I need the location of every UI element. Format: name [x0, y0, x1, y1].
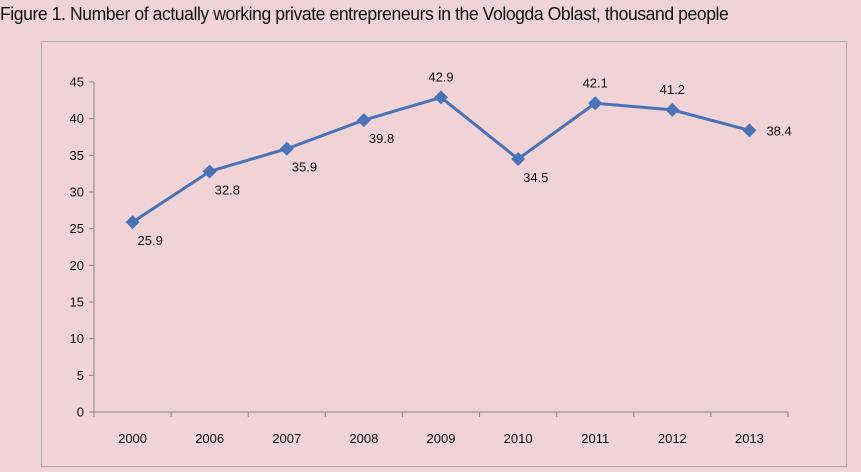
chart-frame — [41, 41, 847, 467]
data-point-marker — [511, 152, 526, 166]
data-point-marker — [356, 113, 371, 128]
y-tick-label: 45 — [70, 75, 84, 90]
x-tick-label: 2009 — [427, 431, 456, 446]
x-tick-label: 2006 — [195, 431, 224, 446]
data-label: 39.8 — [369, 131, 394, 146]
x-tick-label: 2000 — [118, 431, 147, 446]
data-point-marker — [279, 141, 294, 156]
data-point-marker — [665, 102, 680, 117]
y-tick-label: 40 — [70, 111, 84, 126]
y-tick-label: 10 — [70, 331, 84, 346]
y-tick-label: 20 — [70, 258, 84, 273]
x-tick-label: 2011 — [581, 431, 609, 446]
data-labels-layer: 25.9 32.8 35.9 39.8 42.9 34.5 42.1 41.2 38.4 — [138, 69, 792, 248]
x-tick-label: 2007 — [272, 431, 301, 446]
data-label: 42.9 — [428, 69, 453, 84]
figure-title: Figure 1. Number of actually working pri… — [0, 3, 729, 24]
x-tick-label: 2012 — [658, 431, 687, 446]
data-point-marker — [125, 215, 140, 230]
data-label: 35.9 — [292, 160, 317, 175]
series-line — [131, 95, 750, 224]
chart-axes: 0 5 10 15 20 25 30 35 40 45 2000 2006 2007 2008 2009 20… — [70, 75, 789, 446]
series-layer — [125, 90, 757, 230]
y-tick-label: 25 — [70, 221, 84, 236]
data-label: 42.1 — [583, 75, 608, 90]
y-tick-label: 0 — [77, 405, 84, 420]
y-tick-label: 15 — [70, 295, 84, 310]
x-tick-label: 2010 — [504, 431, 533, 446]
data-point-marker — [202, 164, 217, 179]
y-tick-label: 5 — [77, 368, 84, 383]
x-tick-label: 2008 — [349, 431, 378, 446]
data-point-marker — [742, 123, 757, 138]
y-tick-label: 35 — [70, 148, 84, 163]
data-label: 32.8 — [215, 182, 240, 197]
y-tick-label: 30 — [70, 185, 84, 200]
data-label: 38.4 — [766, 123, 791, 138]
data-label: 41.2 — [660, 82, 685, 97]
data-point-marker — [434, 90, 448, 105]
data-label: 25.9 — [138, 233, 163, 248]
x-tick-label: 2013 — [735, 431, 764, 446]
data-label: 34.5 — [523, 170, 548, 185]
data-point-marker — [588, 96, 603, 111]
